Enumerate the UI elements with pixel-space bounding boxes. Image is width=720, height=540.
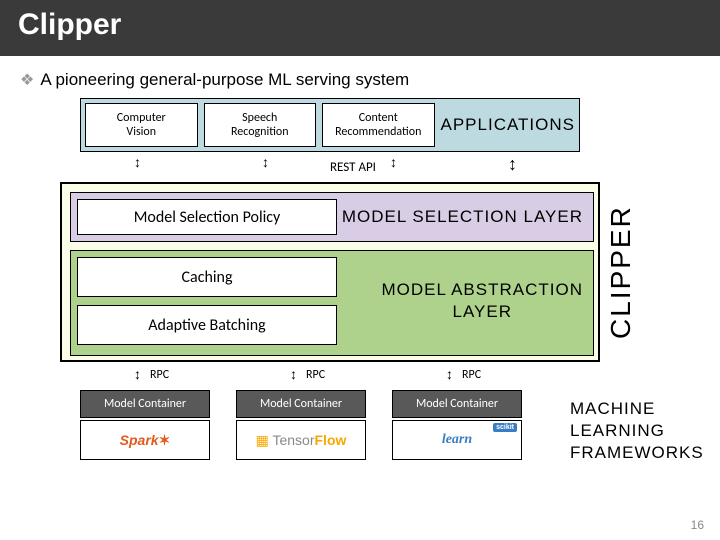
arrow-icon: ↕ xyxy=(446,366,453,382)
model-selection-layer-label: MODEL SELECTION LAYER xyxy=(342,207,583,227)
model-abstraction-layer-label: MODEL ABSTRACTION LAYER xyxy=(381,279,583,323)
arrow-icon: ↕ xyxy=(134,154,141,170)
framework-spark: Spark✶ xyxy=(80,420,210,460)
applications-label: APPLICATIONS xyxy=(441,115,576,135)
clipper-vertical-label: CLIPPER xyxy=(605,182,637,362)
app-content-recommendation: Content Recommendation xyxy=(322,103,435,147)
model-container-box: Model Container xyxy=(392,390,522,418)
arrow-icon: ↕ xyxy=(390,154,397,170)
rest-api-label: REST API xyxy=(330,160,376,175)
framework-tensorflow: ▦ TensorFlow xyxy=(236,420,366,460)
framework-scikit-learn: scikit learn xyxy=(392,420,522,460)
model-selection-layer: Model Selection Policy MODEL SELECTION L… xyxy=(70,192,594,242)
arrow-icon: ↕ xyxy=(262,154,269,170)
ml-frameworks-label: MACHINE LEARNING FRAMEWORKS xyxy=(570,398,704,464)
model-selection-policy-box: Model Selection Policy xyxy=(77,199,337,235)
model-container-box: Model Container xyxy=(236,390,366,418)
arrow-icon: ↕ xyxy=(134,366,141,382)
rpc-label: RPC xyxy=(306,368,325,382)
applications-row: Computer Vision Speech Recognition Conte… xyxy=(80,98,580,152)
app-speech-recognition: Speech Recognition xyxy=(204,103,317,147)
model-container-box: Model Container xyxy=(80,390,210,418)
rpc-label: RPC xyxy=(150,368,169,382)
tensorflow-logo-icon: ▦ xyxy=(256,432,269,448)
rpc-label: RPC xyxy=(462,368,481,382)
batching-box: Adaptive Batching xyxy=(77,305,337,345)
diamond-bullet-icon: ❖ xyxy=(20,70,34,90)
page-number: 16 xyxy=(691,518,704,532)
clipper-box: Model Selection Policy MODEL SELECTION L… xyxy=(60,182,600,362)
app-computer-vision: Computer Vision xyxy=(85,103,198,147)
caching-box: Caching xyxy=(77,257,337,297)
spark-star-icon: ✶ xyxy=(159,432,171,449)
bullet-row: ❖ A pioneering general-purpose ML servin… xyxy=(0,56,720,98)
architecture-diagram: Computer Vision Speech Recognition Conte… xyxy=(30,98,710,508)
arrow-icon: ↕ xyxy=(508,154,517,175)
scikit-badge: scikit xyxy=(493,423,517,432)
arrow-icon: ↕ xyxy=(290,366,297,382)
bullet-text: A pioneering general-purpose ML serving … xyxy=(40,70,409,90)
slide-header: Clipper xyxy=(0,0,720,56)
model-abstraction-layer: Caching Adaptive Batching MODEL ABSTRACT… xyxy=(70,250,594,356)
slide-title: Clipper xyxy=(18,8,702,42)
